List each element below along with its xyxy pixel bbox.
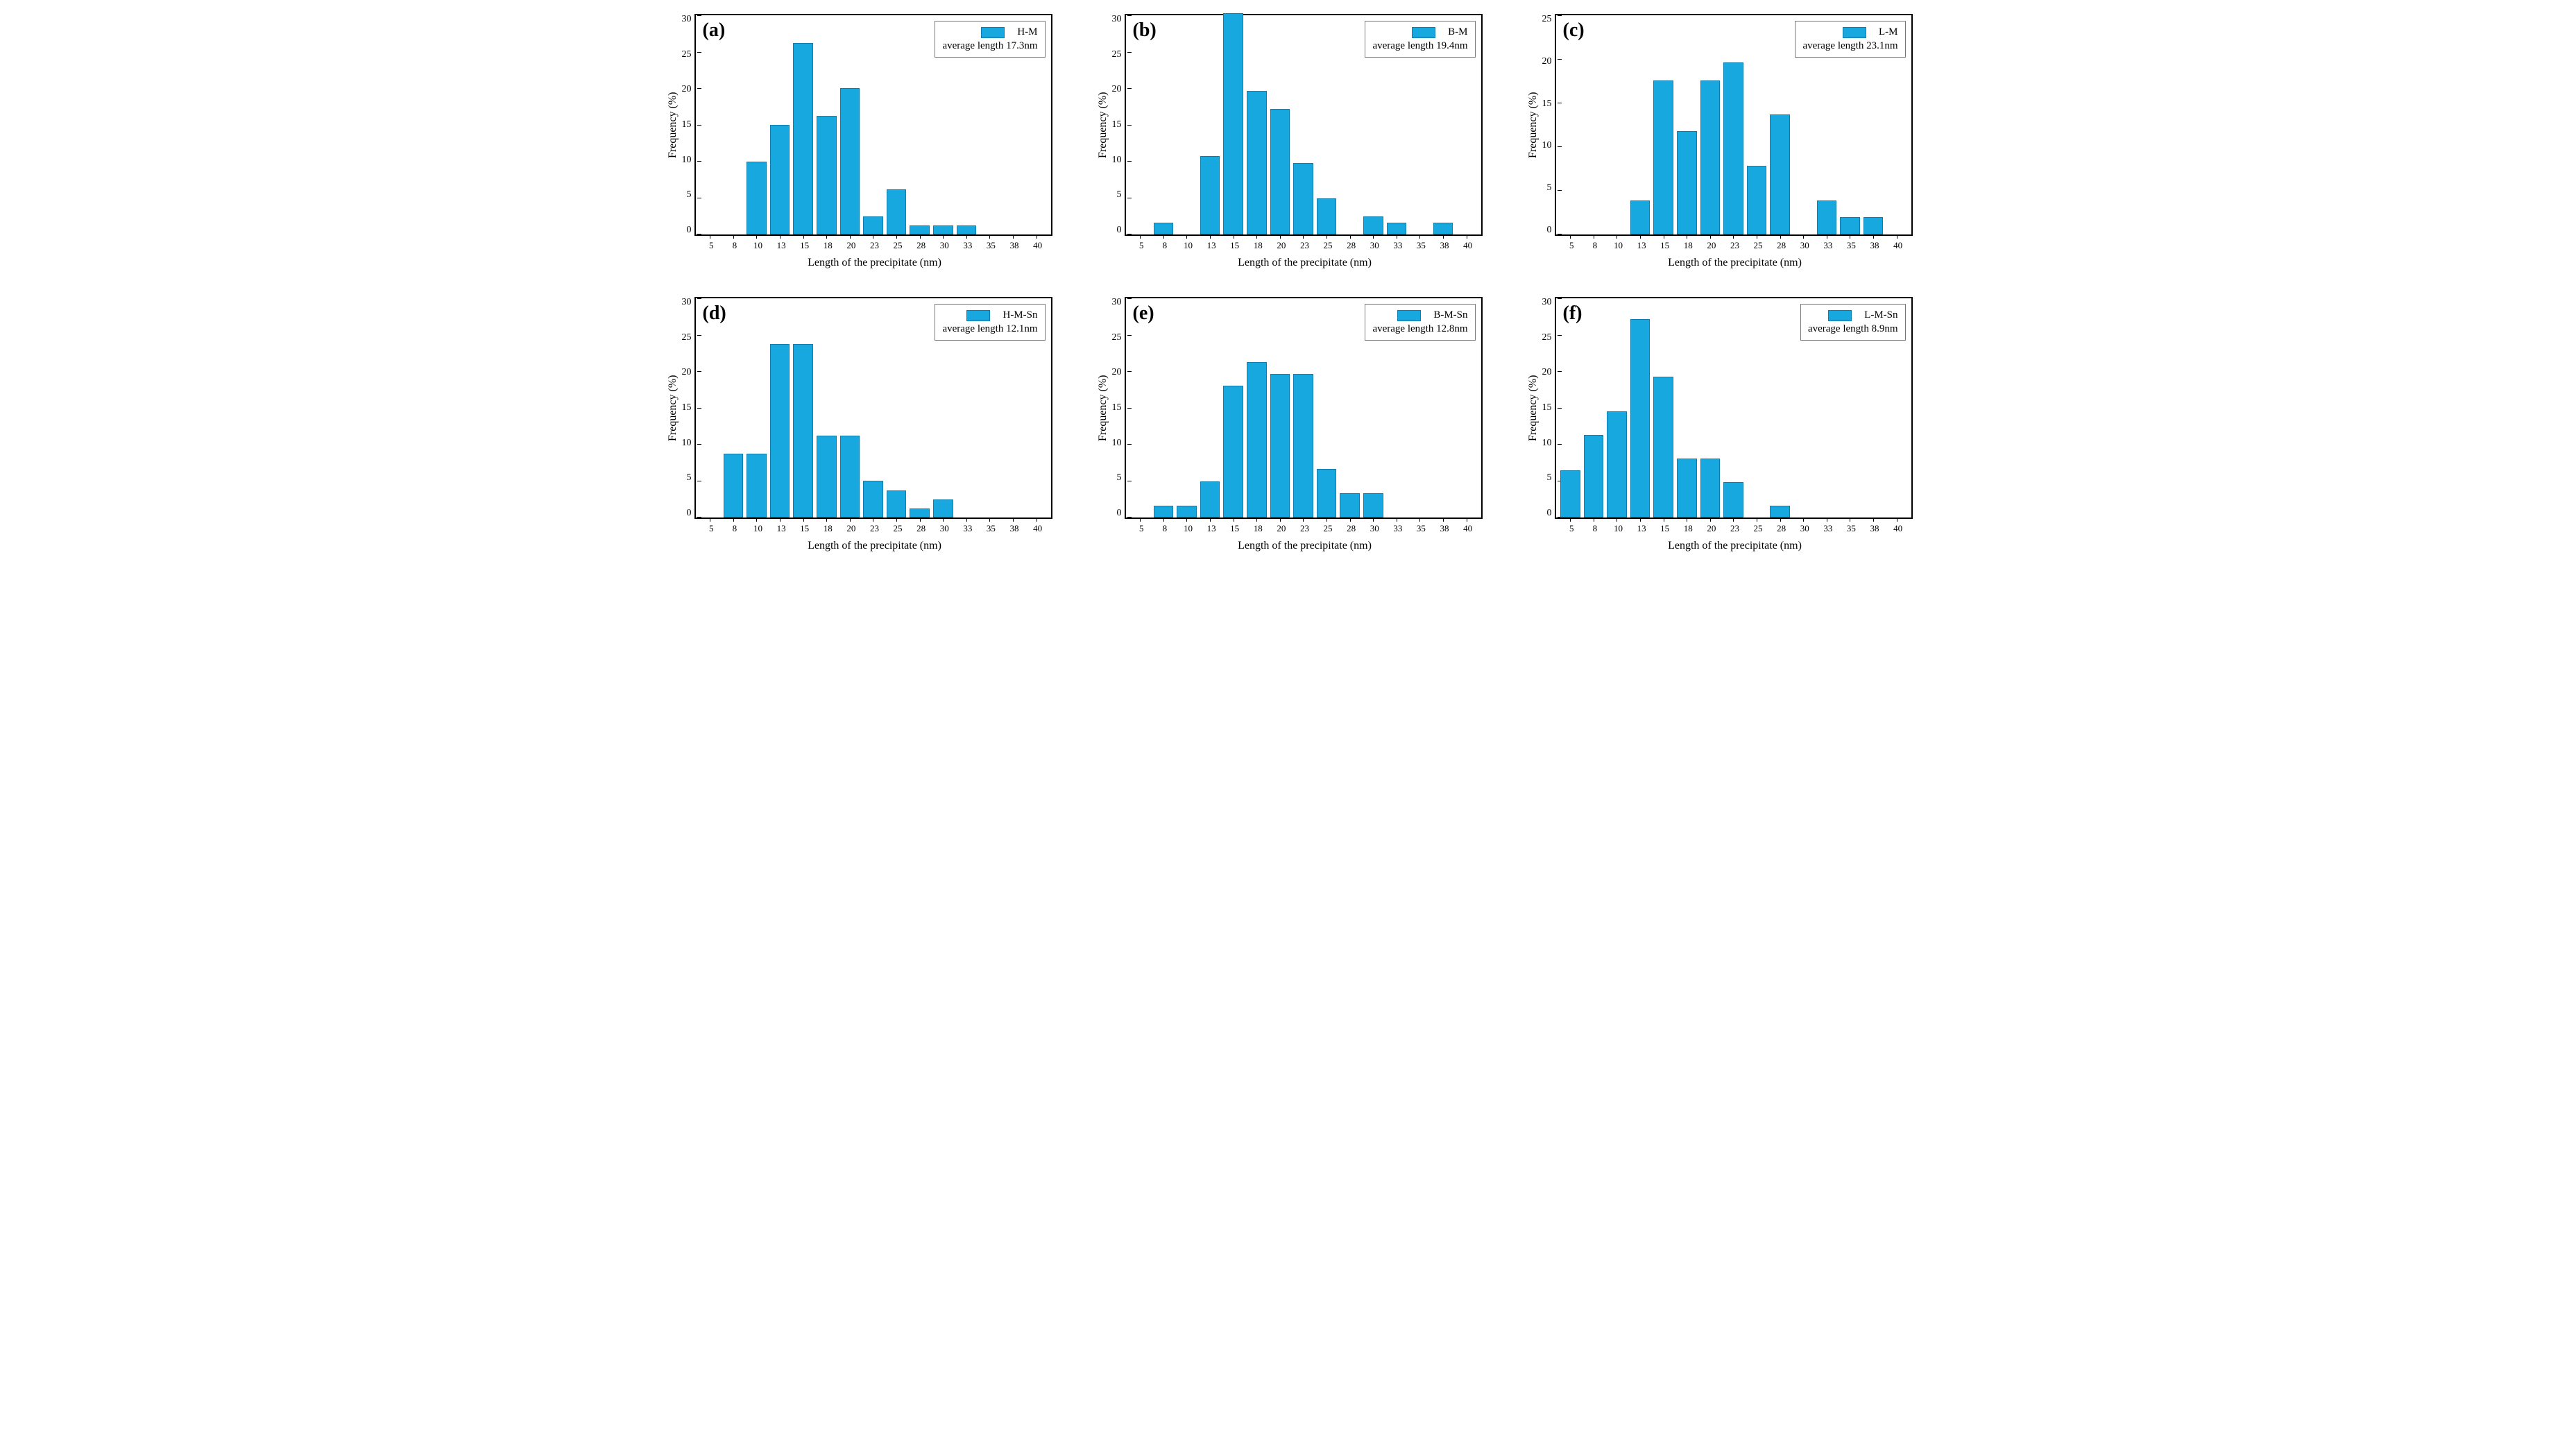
bars-container (696, 15, 1051, 234)
y-axis-label: Frequency (%) (1524, 297, 1542, 519)
bar (1840, 217, 1860, 234)
bar (1177, 506, 1197, 518)
y-tick-labels: 302520151050 (1112, 297, 1125, 519)
bar (933, 499, 953, 518)
x-axis-label: Length of the precipitate (nm) (1238, 257, 1372, 269)
x-axis-label: Length of the precipitate (nm) (1238, 540, 1372, 552)
bars-container (1126, 15, 1481, 234)
bar (1270, 374, 1290, 518)
x-axis-label: Length of the precipitate (nm) (808, 257, 941, 269)
bar (1700, 80, 1721, 234)
plot-area: (a)H-Maverage length 17.3nm (694, 14, 1052, 236)
bar (863, 481, 883, 518)
bar (770, 125, 790, 234)
bar (1200, 481, 1220, 518)
bar (1363, 493, 1383, 518)
bar (1200, 156, 1220, 234)
plot-area: (f)L-M-Snaverage length 8.9nm (1555, 297, 1913, 519)
bar (1247, 362, 1267, 518)
bar (887, 490, 907, 518)
plot-area: (c)L-Maverage length 23.1nm (1555, 14, 1913, 236)
bar (1653, 377, 1673, 518)
bar (793, 344, 813, 518)
y-axis-label: Frequency (%) (1524, 14, 1542, 236)
y-tick-labels: 302520151050 (682, 14, 694, 236)
bar (1154, 506, 1174, 518)
bar (1653, 80, 1673, 234)
bar (1863, 217, 1884, 234)
bar (1723, 482, 1743, 518)
bar (793, 43, 813, 234)
bar (863, 216, 883, 234)
bar (1817, 200, 1837, 234)
y-axis-label: Frequency (%) (664, 297, 682, 519)
y-axis-label: Frequency (%) (664, 14, 682, 236)
chart-panel-c: Frequency (%)2520151050(c)L-Maverage len… (1524, 14, 1913, 269)
bar (1677, 131, 1697, 234)
y-tick-labels: 2520151050 (1542, 14, 1555, 236)
chart-panel-f: Frequency (%)302520151050(f)L-M-Snaverag… (1524, 297, 1913, 552)
bar (887, 189, 907, 234)
bar (1363, 216, 1383, 234)
plot-area: (e)B-M-Snaverage length 12.8nm (1125, 297, 1483, 519)
bar (1584, 435, 1604, 518)
chart-panel-a: Frequency (%)302520151050(a)H-Maverage l… (664, 14, 1052, 269)
bar (1317, 198, 1337, 234)
bar (840, 88, 860, 234)
bar (1223, 386, 1243, 518)
chart-panel-d: Frequency (%)302520151050(d)H-M-Snaverag… (664, 297, 1052, 552)
bar (910, 225, 930, 234)
bar (1560, 470, 1580, 518)
plot-area: (b)B-Maverage length 19.4nm (1125, 14, 1483, 236)
x-axis-label: Length of the precipitate (nm) (1668, 257, 1802, 269)
y-axis-label: Frequency (%) (1094, 14, 1112, 236)
bar (840, 436, 860, 518)
bar (1340, 493, 1360, 518)
bars-container (696, 298, 1051, 518)
bar (770, 344, 790, 518)
bars-container (1556, 298, 1911, 518)
bar (1247, 91, 1267, 235)
bar (1723, 62, 1743, 234)
y-tick-labels: 302520151050 (1542, 297, 1555, 519)
bar (1770, 114, 1790, 234)
bars-container (1126, 298, 1481, 518)
bar (1630, 200, 1650, 234)
bar (1747, 166, 1767, 234)
bar (1677, 459, 1697, 518)
chart-panel-e: Frequency (%)302520151050(e)B-M-Snaverag… (1094, 297, 1483, 552)
bar (1770, 506, 1790, 518)
x-axis-label: Length of the precipitate (nm) (808, 540, 941, 552)
bar (1433, 223, 1453, 234)
bar (933, 225, 953, 234)
bar (724, 454, 744, 518)
bar (1154, 223, 1174, 234)
bar (1223, 13, 1243, 234)
plot-area: (d)H-M-Snaverage length 12.1nm (694, 297, 1052, 519)
bar (1317, 469, 1337, 518)
bar (747, 162, 767, 234)
bar (1607, 411, 1627, 518)
bar (957, 225, 977, 234)
bar (1700, 459, 1721, 518)
bar (747, 454, 767, 518)
bar (1630, 319, 1650, 518)
bars-container (1556, 15, 1911, 234)
bar (1270, 109, 1290, 234)
y-tick-labels: 302520151050 (1112, 14, 1125, 236)
chart-panel-b: Frequency (%)302520151050(b)B-Maverage l… (1094, 14, 1483, 269)
bar (1293, 163, 1313, 234)
bar (817, 436, 837, 518)
bar (1387, 223, 1407, 234)
y-axis-label: Frequency (%) (1094, 297, 1112, 519)
y-tick-labels: 302520151050 (682, 297, 694, 519)
x-axis-label: Length of the precipitate (nm) (1668, 540, 1802, 552)
bar (910, 508, 930, 518)
bar (1293, 374, 1313, 518)
bar (817, 116, 837, 234)
